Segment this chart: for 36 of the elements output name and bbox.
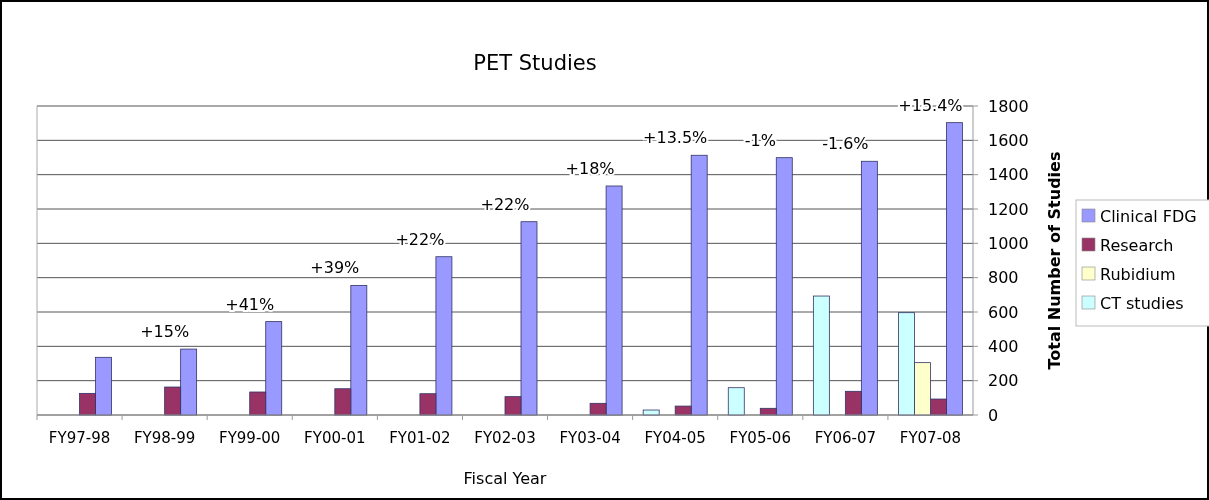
- x-tick-label: FY98-99: [133, 429, 196, 447]
- y-tick-label: 400: [988, 336, 1019, 356]
- x-tick-label: FY00-01: [304, 429, 366, 447]
- legend-label: Research: [1100, 235, 1174, 255]
- annotation: +39%: [310, 258, 360, 278]
- y-tick-label: 200: [988, 371, 1019, 391]
- x-tick-label: FY03-04: [559, 429, 621, 447]
- y-tick-label: 1400: [988, 165, 1029, 185]
- x-tick-label: FY97-98: [48, 429, 111, 447]
- x-tick-label: FY06-07: [814, 429, 877, 447]
- legend-label: CT studies: [1100, 293, 1184, 313]
- x-tick-label: FY02-03: [474, 429, 536, 447]
- y-tick-label: 800: [988, 268, 1019, 288]
- bar: [812, 295, 830, 416]
- legend-label: Clinical FDG: [1100, 206, 1197, 226]
- x-tick-label: FY01-02: [389, 429, 451, 447]
- y-tick-label: 600: [988, 302, 1019, 322]
- annotation: +15%: [140, 322, 190, 342]
- annotation: +15.4%: [898, 95, 963, 115]
- y-tick-label: 1200: [988, 199, 1029, 219]
- annotation: +22%: [480, 194, 530, 214]
- x-tick-label: FY07-08: [899, 429, 962, 447]
- y-tick-label: 0: [988, 405, 999, 425]
- chart-title: PET Studies: [473, 51, 597, 75]
- annotation: +18%: [565, 159, 615, 178]
- y-tick-label: 1800: [988, 96, 1029, 116]
- x-tick-label: FY99-00: [219, 429, 281, 447]
- annotation: +41%: [225, 294, 275, 314]
- legend-label: Rubidium: [1100, 264, 1176, 284]
- x-tick-label: FY04-05: [644, 429, 706, 447]
- y-axis-title: Total Number of Studies: [1045, 151, 1064, 370]
- y-tick-label: 1600: [988, 130, 1029, 150]
- bar: [727, 387, 745, 416]
- y-tick-label: 1000: [988, 233, 1029, 253]
- x-tick-label: FY05-06: [729, 429, 791, 447]
- x-axis-title: Fiscal Year: [463, 469, 547, 488]
